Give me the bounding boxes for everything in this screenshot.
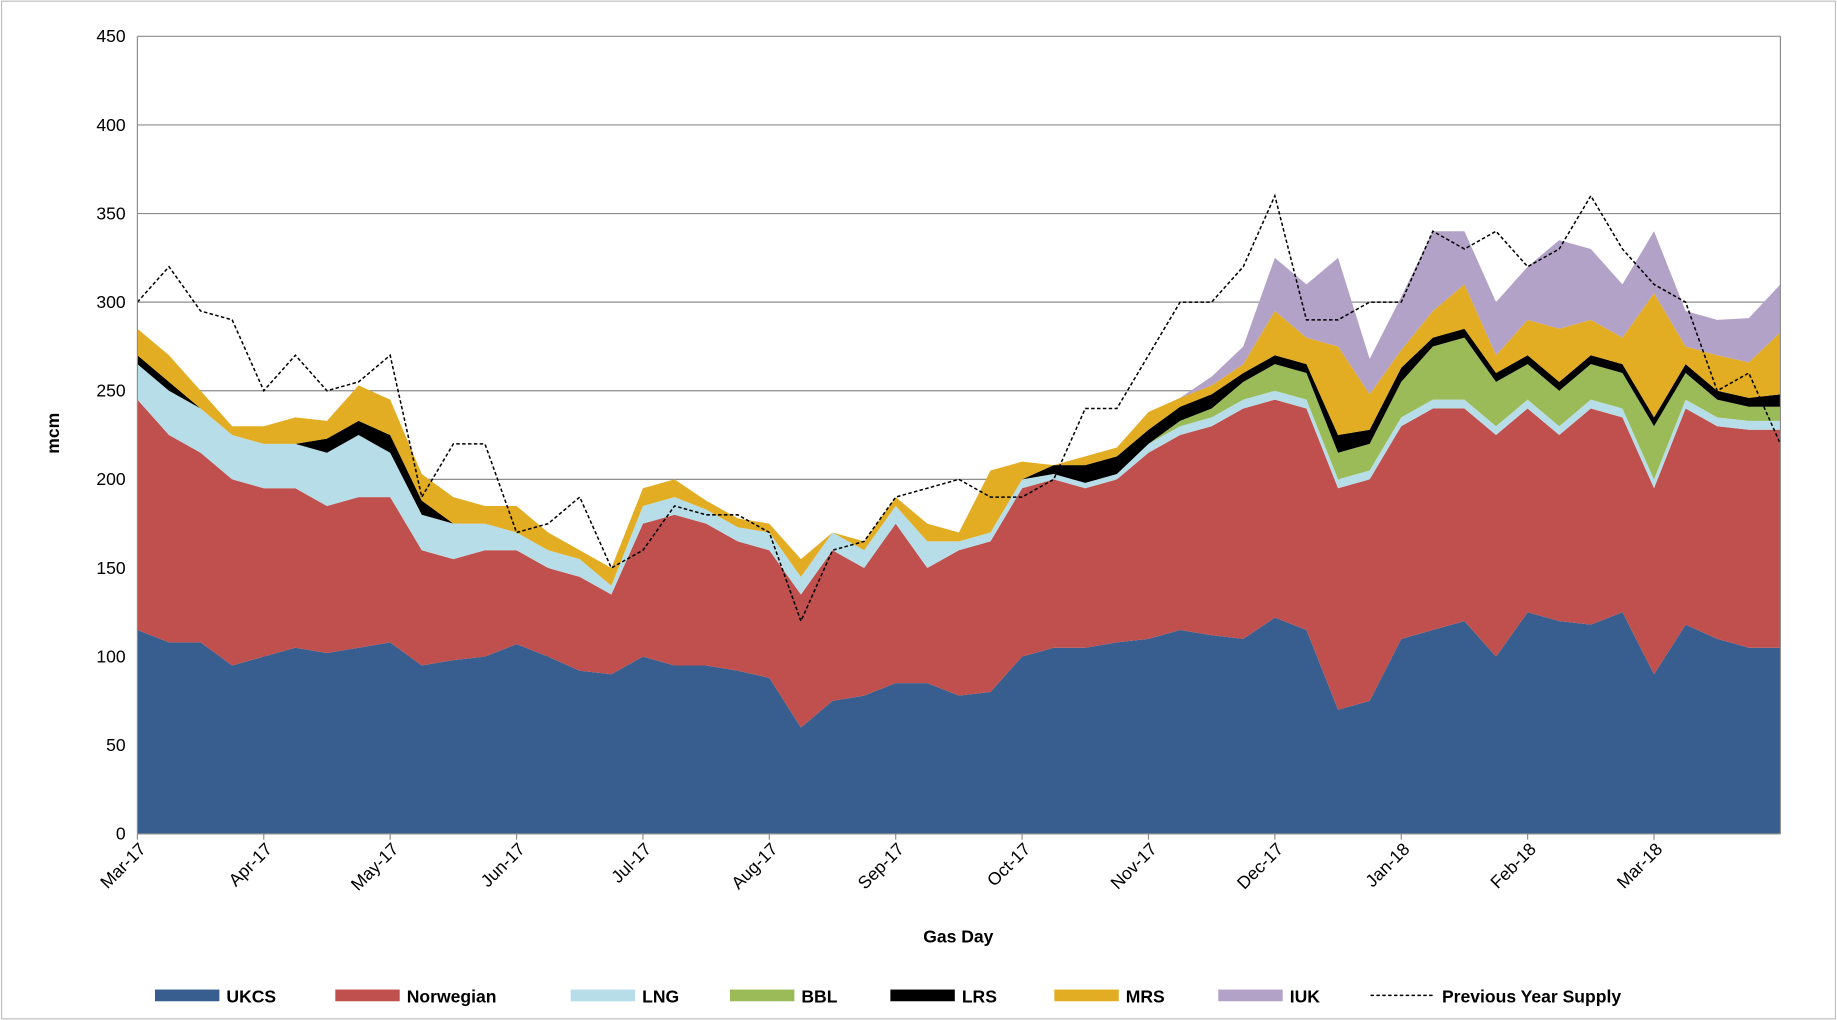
y-tick-label: 450: [96, 26, 126, 46]
legend-label: Norwegian: [407, 986, 497, 1006]
legend-label: UKCS: [226, 986, 276, 1006]
legend-swatch: [890, 989, 955, 1002]
y-tick-label: 350: [96, 203, 126, 223]
y-tick-label: 400: [96, 115, 126, 135]
y-tick-label: 300: [96, 292, 126, 312]
legend-swatch: [570, 989, 636, 1002]
y-tick-label: 200: [96, 469, 126, 489]
previous-year-line: [136, 193, 1782, 624]
legend-label: Previous Year Supply: [1442, 986, 1621, 1006]
legend-label: LNG: [642, 986, 679, 1006]
legend-label: MRS: [1126, 986, 1165, 1006]
x-axis-label: Gas Day: [923, 927, 993, 947]
y-tick-label: 250: [96, 381, 126, 401]
y-tick-label: 100: [96, 646, 126, 666]
legend-label: BBL: [801, 986, 837, 1006]
y-tick-label: 0: [116, 824, 126, 844]
legend-swatch: [1054, 989, 1119, 1002]
y-axis-label: mcm: [43, 413, 63, 454]
area-ukcs: [137, 612, 1781, 834]
area-lng: [137, 364, 1781, 595]
y-tick-label: 150: [96, 558, 126, 578]
area-norwegian: [137, 399, 1781, 728]
legend-swatch: [729, 989, 795, 1002]
plot-area: [136, 35, 1782, 835]
y-tick-label: 50: [106, 735, 126, 755]
legend-swatch: [1218, 989, 1283, 1002]
legend-label: IUK: [1290, 986, 1321, 1006]
legend-label: LRS: [962, 986, 997, 1006]
legend-swatch: [154, 989, 220, 1002]
legend-swatch: [335, 989, 400, 1002]
